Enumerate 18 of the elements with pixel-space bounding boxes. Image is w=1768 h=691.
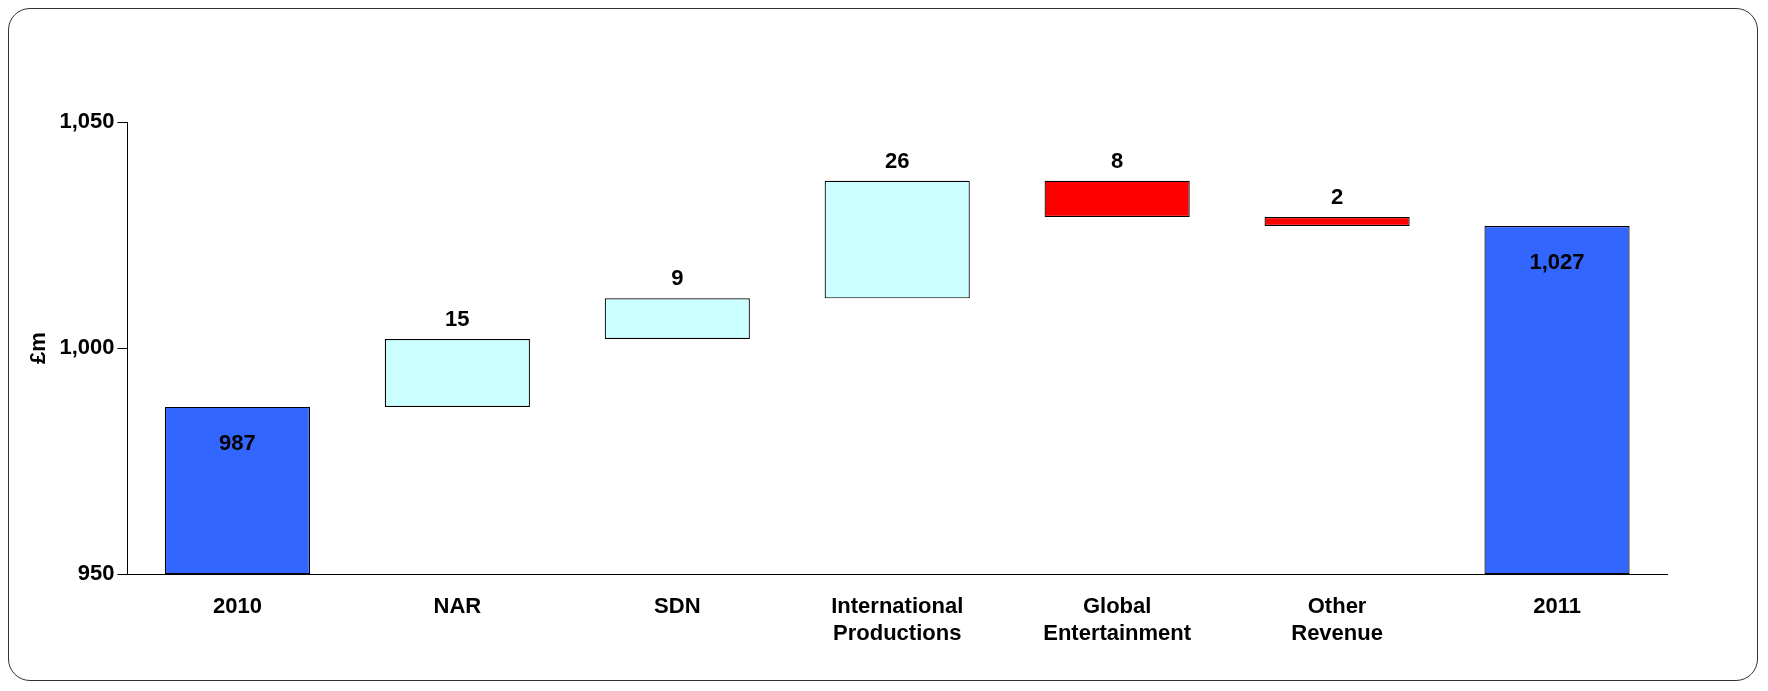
- data-label: 26: [884, 147, 910, 173]
- data-label: 987: [219, 429, 256, 455]
- data-label: 9: [671, 265, 684, 291]
- data-label: 1,027: [1529, 249, 1585, 275]
- y-axis-title: £m: [25, 332, 51, 364]
- x-tick-label: Global Entertainment: [1043, 593, 1192, 645]
- y-tick-label: 950: [77, 560, 115, 586]
- x-tick-label: SDN: [654, 593, 701, 619]
- data-label: 2: [1330, 184, 1344, 210]
- x-tick-label: NAR: [433, 593, 482, 619]
- x-tick-label: 2011: [1533, 593, 1581, 619]
- y-tick-label: 1,000: [59, 334, 115, 360]
- data-label: 8: [1111, 147, 1124, 173]
- y-tick-label: 1,050: [59, 108, 115, 134]
- x-tick-label: Other Revenue: [1291, 593, 1383, 645]
- data-label: 15: [445, 306, 470, 332]
- x-tick-label: 2010: [212, 593, 262, 619]
- x-tick-label: International Productions: [831, 593, 964, 645]
